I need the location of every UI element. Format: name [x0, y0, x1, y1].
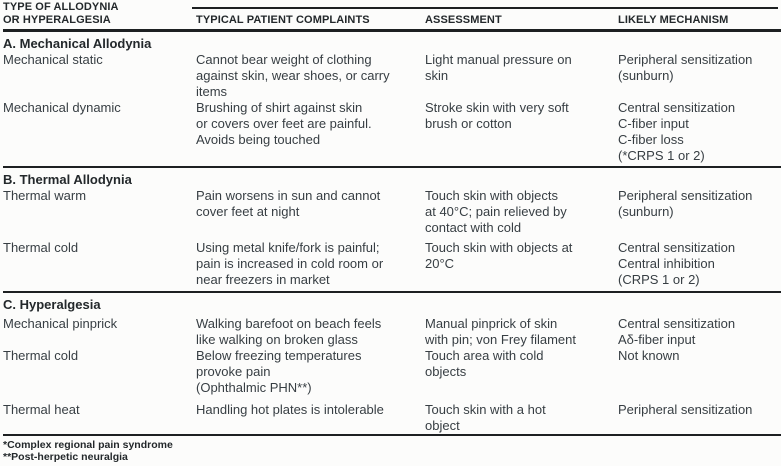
- table-header-row: TYPE OF ALLODYNIA OR HYPERALGESIA TYPICA…: [3, 0, 781, 32]
- cell-assessment: Stroke skin with very soft brush or cott…: [425, 100, 569, 131]
- cell-complaint: Handling hot plates is intolerable: [196, 402, 384, 417]
- cell-assessment: Manual pinprick of skin with pin; von Fr…: [425, 316, 577, 347]
- section-divider-rule: [3, 166, 781, 168]
- cell-assessment: Touch skin with a hot object: [425, 402, 546, 433]
- cell-mechanism: Central sensitization Aδ-fiber input: [618, 316, 736, 347]
- cell-complaint: Cannot bear weight of clothing against s…: [196, 52, 390, 99]
- cell-complaint: Pain worsens in sun and cannot cover fee…: [196, 188, 381, 219]
- table-row-thermal-cold-hyperalgesia: Thermal cold Below freezing temperatures…: [3, 348, 781, 396]
- column-header-type: TYPE OF ALLODYNIA OR HYPERALGESIA: [3, 1, 119, 26]
- section-title-mechanical-allodynia: A. Mechanical Allodynia: [3, 36, 152, 51]
- column-header-assessment: ASSESSMENT: [425, 14, 502, 26]
- footnote-crps: *Complex regional pain syndrome: [3, 439, 173, 451]
- cell-assessment: Touch skin with objects at 20°C: [425, 240, 573, 271]
- cell-complaint: Brushing of shirt against skin or covers…: [196, 100, 372, 147]
- cell-type: Thermal cold: [3, 240, 79, 255]
- table-top-rule: [192, 7, 778, 9]
- cell-type: Thermal heat: [3, 402, 80, 417]
- table-row-mechanical-static: Mechanical static Cannot bear weight of …: [3, 52, 781, 100]
- cell-complaint: Walking barefoot on beach feels like wal…: [196, 316, 382, 347]
- cell-mechanism: Central sensitization C-fiber input C-fi…: [618, 100, 736, 163]
- cell-type: Thermal warm: [3, 188, 87, 203]
- cell-type: Mechanical static: [3, 52, 103, 67]
- cell-mechanism: Peripheral sensitization (sunburn): [618, 188, 753, 219]
- column-header-complaints: TYPICAL PATIENT COMPLAINTS: [196, 14, 370, 26]
- footnote-phn: **Post-herpetic neuralgia: [3, 450, 128, 463]
- section-title-hyperalgesia: C. Hyperalgesia: [3, 297, 101, 312]
- cell-mechanism: Central sensitization Central inhibition…: [618, 240, 736, 287]
- cell-type: Thermal cold: [3, 348, 79, 363]
- table-row-thermal-cold-allodynia: Thermal cold Using metal knife/fork is p…: [3, 240, 781, 288]
- cell-assessment: Touch skin with objects at 40°C; pain re…: [425, 188, 567, 235]
- table-row-mechanical-dynamic: Mechanical dynamic Brushing of shirt aga…: [3, 100, 781, 164]
- section-divider-rule: [3, 291, 781, 293]
- footnotes: *Complex regional pain syndrome **Post-h…: [3, 439, 781, 463]
- cell-assessment: Light manual pressure on skin: [425, 52, 572, 83]
- cell-type: Mechanical pinprick: [3, 316, 118, 331]
- table-bottom-rule: [3, 434, 781, 436]
- cell-type: Mechanical dynamic: [3, 100, 121, 115]
- cell-mechanism: Peripheral sensitization: [618, 402, 753, 417]
- cell-complaint: Below freezing temperatures provoke pain…: [196, 348, 362, 395]
- table-row-thermal-warm: Thermal warm Pain worsens in sun and can…: [3, 188, 781, 236]
- column-header-mechanism: LIKELY MECHANISM: [618, 14, 729, 26]
- cell-mechanism: Not known: [618, 348, 680, 363]
- table-row-thermal-heat: Thermal heat Handling hot plates is into…: [3, 402, 781, 434]
- cell-mechanism: Peripheral sensitization (sunburn): [618, 52, 753, 83]
- table-row-mechanical-pinprick: Mechanical pinprick Walking barefoot on …: [3, 316, 781, 348]
- section-title-thermal-allodynia: B. Thermal Allodynia: [3, 172, 132, 187]
- cell-complaint: Using metal knife/fork is painful; pain …: [196, 240, 384, 287]
- cell-assessment: Touch area with cold objects: [425, 348, 544, 379]
